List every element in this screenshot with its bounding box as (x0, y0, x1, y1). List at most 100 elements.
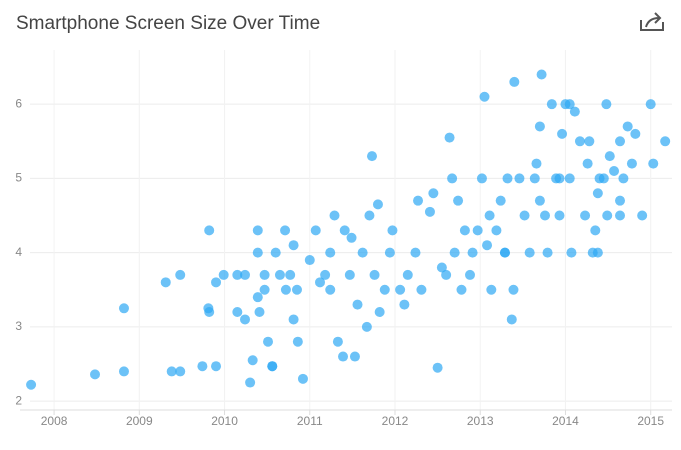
point (465, 269, 476, 280)
point (615, 136, 626, 147)
point (387, 225, 398, 236)
point (459, 225, 470, 236)
point (366, 151, 377, 162)
point (240, 269, 251, 280)
point (320, 269, 331, 280)
point (285, 269, 296, 280)
point (645, 99, 656, 110)
point (514, 173, 525, 184)
point (592, 188, 603, 199)
point (26, 379, 37, 390)
point (436, 262, 447, 273)
point (211, 361, 222, 372)
point (364, 210, 375, 221)
point (218, 269, 229, 280)
point (564, 173, 575, 184)
point (288, 240, 299, 251)
point (280, 284, 291, 295)
point (472, 225, 483, 236)
point (618, 173, 629, 184)
point (325, 247, 336, 258)
point (509, 76, 520, 87)
point (499, 247, 510, 258)
point (259, 269, 270, 280)
point (395, 284, 406, 295)
point (288, 314, 299, 325)
point (211, 277, 222, 288)
point (267, 361, 278, 372)
point (263, 336, 274, 347)
point (637, 210, 648, 221)
point (304, 255, 315, 266)
point (540, 210, 551, 221)
point (280, 225, 291, 236)
point (508, 284, 519, 295)
point (546, 99, 557, 110)
chart-title: Smartphone Screen Size Over Time (16, 13, 320, 34)
point (536, 69, 547, 80)
point (502, 173, 513, 184)
point (590, 225, 601, 236)
point (615, 195, 626, 206)
y-tick-label: 2 (15, 393, 22, 407)
point (297, 373, 308, 384)
point (292, 336, 303, 347)
point (166, 366, 177, 377)
point (495, 195, 506, 206)
point (357, 247, 368, 258)
point (118, 303, 129, 314)
point (604, 151, 615, 162)
point (428, 188, 439, 199)
point (247, 355, 258, 366)
point (574, 136, 585, 147)
x-tick-label: 2015 (637, 414, 664, 428)
share-icon[interactable] (640, 12, 664, 31)
point (369, 269, 380, 280)
point (476, 173, 487, 184)
point (569, 106, 580, 117)
point (413, 195, 424, 206)
point (554, 210, 565, 221)
point (245, 377, 256, 388)
point (346, 232, 357, 243)
point (660, 136, 671, 147)
y-tick-label: 3 (15, 319, 22, 333)
point (529, 173, 540, 184)
point (402, 269, 413, 280)
point (630, 128, 641, 139)
point (609, 165, 620, 176)
point (598, 173, 609, 184)
point (339, 225, 350, 236)
point (557, 128, 568, 139)
point (432, 362, 443, 373)
x-tick-label: 2014 (552, 414, 579, 428)
point (453, 195, 464, 206)
x-tick-label: 2012 (382, 414, 409, 428)
point (479, 91, 490, 102)
x-tick-label: 2013 (467, 414, 494, 428)
point (587, 247, 598, 258)
point (384, 247, 395, 258)
point (566, 247, 577, 258)
point (554, 173, 565, 184)
point (622, 121, 633, 132)
point (456, 284, 467, 295)
point (441, 269, 452, 280)
point (580, 210, 591, 221)
point (338, 351, 349, 362)
point (379, 284, 390, 295)
x-tick-label: 2010 (211, 414, 238, 428)
point (252, 292, 263, 303)
y-tick-label: 5 (15, 171, 22, 185)
point (332, 336, 343, 347)
point (531, 158, 542, 169)
point (90, 369, 101, 380)
point (175, 269, 186, 280)
point (416, 284, 427, 295)
point (648, 158, 659, 169)
point (204, 225, 215, 236)
point (329, 210, 340, 221)
point (601, 99, 612, 110)
point (447, 173, 458, 184)
point (118, 366, 129, 377)
